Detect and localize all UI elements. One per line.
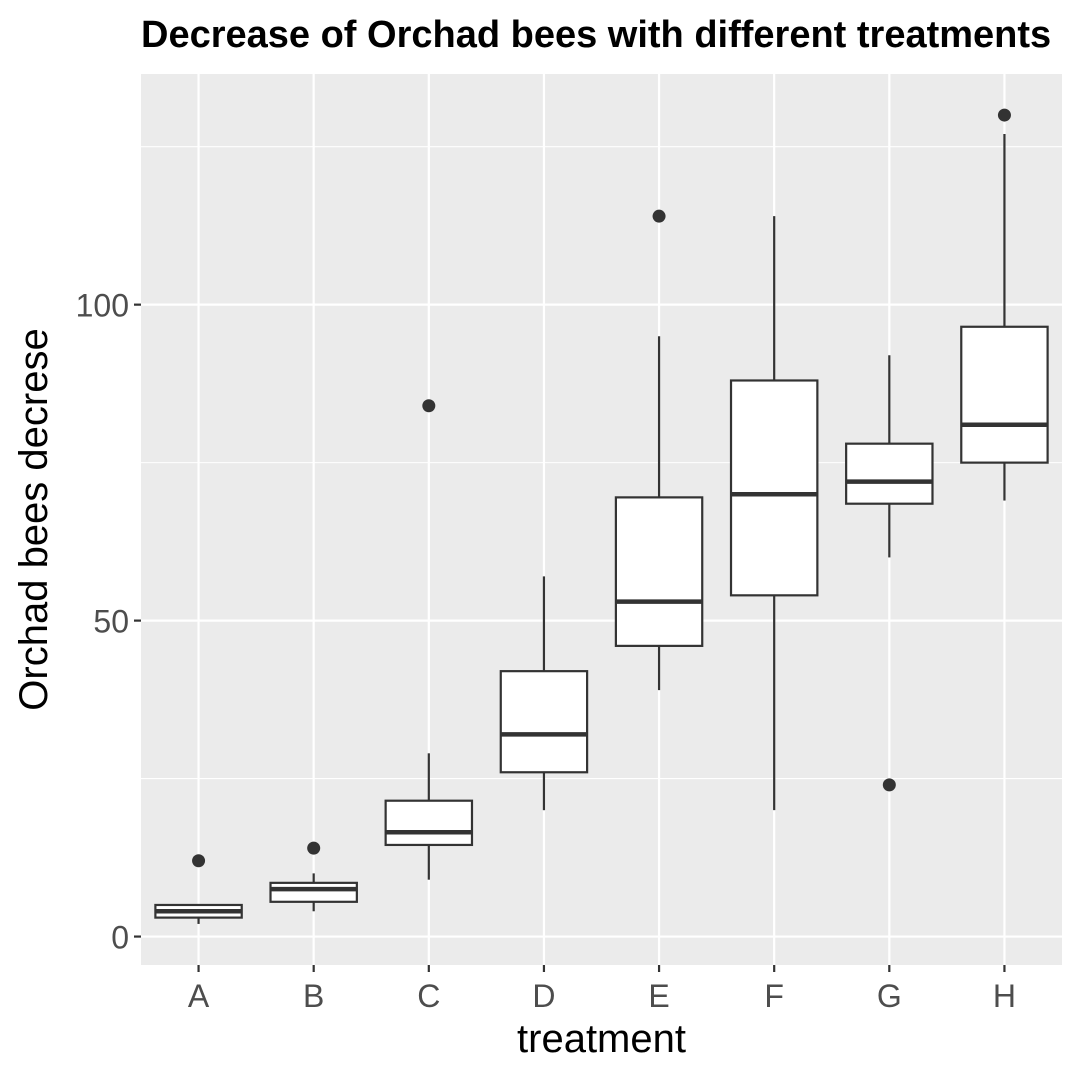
x-tick-label: G bbox=[877, 978, 902, 1014]
x-tick-label: D bbox=[532, 978, 555, 1014]
x-axis: A B C D E F G H bbox=[188, 965, 1016, 1014]
x-axis-label: treatment bbox=[517, 1017, 686, 1061]
iqr-box bbox=[614, 496, 704, 647]
y-tick-label: 50 bbox=[93, 604, 129, 640]
iqr-box bbox=[499, 670, 589, 774]
box-F bbox=[729, 216, 819, 811]
y-tick-label: 100 bbox=[76, 288, 129, 324]
box-B bbox=[269, 841, 358, 912]
iqr-box bbox=[269, 881, 358, 903]
outlier-point bbox=[422, 399, 436, 413]
x-tick-label: F bbox=[764, 978, 784, 1014]
box-E bbox=[614, 209, 704, 691]
iqr-box bbox=[729, 379, 819, 597]
outlier-point bbox=[997, 108, 1011, 122]
box-C bbox=[384, 399, 474, 880]
x-tick-label: E bbox=[648, 978, 669, 1014]
iqr-box bbox=[384, 799, 474, 847]
outlier-point bbox=[307, 841, 321, 855]
y-tick-label: 0 bbox=[111, 920, 129, 956]
outlier-point bbox=[652, 209, 666, 223]
x-tick-label: A bbox=[188, 978, 210, 1014]
plot-panel bbox=[141, 74, 1062, 965]
iqr-box bbox=[960, 325, 1049, 464]
x-tick-label: B bbox=[303, 978, 324, 1014]
x-tick-label: C bbox=[417, 978, 440, 1014]
boxes-layer bbox=[154, 108, 1049, 924]
box-H bbox=[960, 108, 1049, 501]
outlier-point bbox=[192, 854, 206, 868]
box-D bbox=[499, 576, 589, 811]
y-axis: 0 50 100 bbox=[76, 288, 141, 956]
box-A bbox=[154, 854, 243, 924]
chart-title: Decrease of Orchad bees with different t… bbox=[141, 14, 1051, 56]
x-tick-label: H bbox=[993, 978, 1016, 1014]
y-axis-label: Orchad bees decrese bbox=[12, 328, 56, 710]
iqr-box bbox=[845, 442, 934, 505]
box-G bbox=[845, 355, 934, 792]
outlier-point bbox=[882, 778, 896, 792]
